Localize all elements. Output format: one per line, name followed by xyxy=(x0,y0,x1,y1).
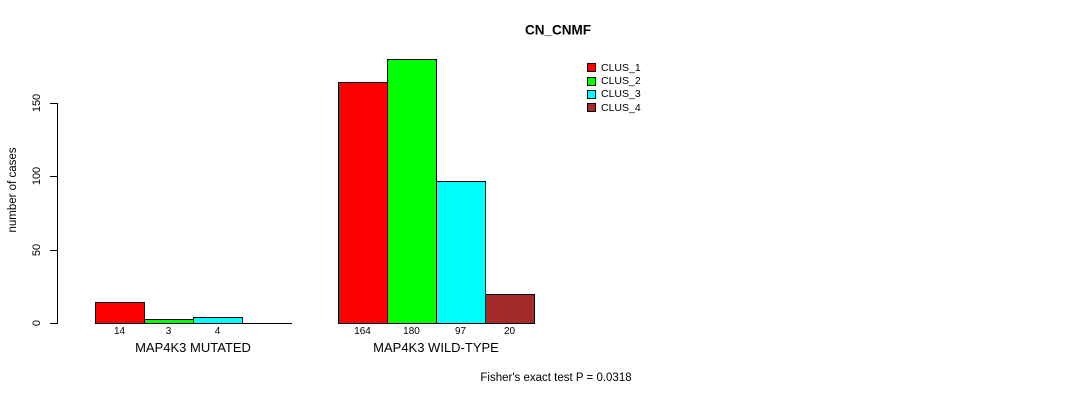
legend-swatch xyxy=(587,76,596,86)
bar-clus_1-group2 xyxy=(338,82,388,324)
group-label: MAP4K3 WILD-TYPE xyxy=(373,340,499,355)
legend-label: CLUS_3 xyxy=(601,88,641,101)
y-tick xyxy=(50,250,57,251)
y-tick xyxy=(50,323,57,324)
bar-clus_2-group2 xyxy=(387,59,437,324)
y-tick-label: 150 xyxy=(31,93,43,113)
y-tick xyxy=(50,103,57,104)
y-tick xyxy=(50,176,57,177)
legend-label: CLUS_1 xyxy=(601,61,641,74)
legend-item-clus_3: CLUS_3 xyxy=(587,88,641,101)
group-label: MAP4K3 MUTATED xyxy=(135,340,251,355)
y-axis-line xyxy=(57,103,58,324)
legend-swatch xyxy=(587,63,596,73)
bar-clus_3-group1 xyxy=(193,317,243,324)
chart-title: CN_CNMF xyxy=(525,22,591,38)
bar-value-label: 180 xyxy=(403,326,420,337)
y-tick-label: 100 xyxy=(31,166,43,186)
bar-value-label: 3 xyxy=(165,326,172,337)
legend-item-clus_2: CLUS_2 xyxy=(587,74,641,87)
bar-value-label: 97 xyxy=(454,326,467,337)
bar-value-label: 20 xyxy=(503,326,516,337)
bar-clus_3-group2 xyxy=(436,181,486,324)
legend-swatch xyxy=(587,103,596,113)
legend-label: CLUS_4 xyxy=(601,101,641,114)
legend: CLUS_1 CLUS_2 CLUS_3 CLUS_4 xyxy=(587,61,641,115)
legend-label: CLUS_2 xyxy=(601,75,641,88)
bar-clus_2-group1 xyxy=(144,319,194,324)
legend-swatch xyxy=(587,89,596,99)
bar-value-label: 164 xyxy=(354,326,371,337)
bar-clus_1-group1 xyxy=(95,302,145,324)
y-axis-title: number of cases xyxy=(7,147,19,233)
annotation-text: Fisher's exact test P = 0.0318 xyxy=(480,372,632,384)
bar-value-label: 14 xyxy=(113,326,126,337)
legend-item-clus_1: CLUS_1 xyxy=(587,61,641,74)
legend-item-clus_4: CLUS_4 xyxy=(587,101,641,114)
bar-clus_4-group2 xyxy=(485,294,535,324)
y-tick-label: 0 xyxy=(31,319,43,327)
bar-value-label: 4 xyxy=(214,326,221,337)
y-tick-label: 50 xyxy=(31,243,43,257)
